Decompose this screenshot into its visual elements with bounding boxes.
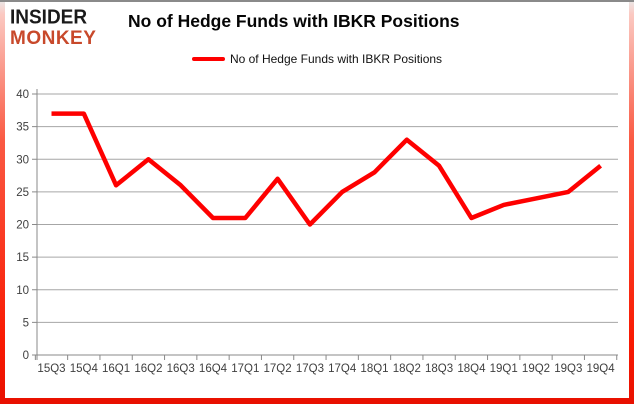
x-tick-label: 16Q2: [134, 363, 162, 375]
y-tick-label: 10: [16, 285, 29, 297]
legend: No of Hedge Funds with IBKR Positions: [5, 52, 629, 66]
x-tick-label: 17Q3: [296, 363, 324, 375]
x-tick-label: 19Q4: [587, 363, 616, 375]
x-tick-label: 18Q1: [360, 363, 388, 375]
legend-line-swatch: [191, 57, 225, 61]
logo-text-monkey: MONKEY: [10, 28, 97, 49]
insider-monkey-logo: INSIDER MONKEY: [10, 8, 96, 48]
x-tick-label: 17Q1: [231, 363, 259, 375]
y-tick-label: 35: [16, 122, 29, 134]
chart-title: No of Hedge Funds with IBKR Positions: [128, 11, 460, 31]
y-tick-label: 15: [16, 252, 29, 264]
x-tick-label: 17Q2: [264, 363, 292, 375]
chart-canvas: INSIDER MONKEY No of Hedge Funds with IB…: [5, 2, 629, 398]
x-tick-label: 19Q2: [522, 363, 550, 375]
x-tick-label: 16Q1: [102, 363, 130, 375]
logo-text-insider: INSIDER: [10, 6, 88, 29]
legend-label: No of Hedge Funds with IBKR Positions: [229, 52, 443, 66]
x-tick-label: 15Q3: [37, 363, 65, 375]
x-tick-label: 19Q3: [554, 363, 582, 375]
series-line: [51, 111, 603, 227]
y-tick-label: 25: [16, 187, 29, 199]
x-tick-label: 18Q3: [425, 363, 453, 375]
y-tick-label: 40: [16, 89, 29, 101]
y-tick-label: 20: [16, 220, 29, 232]
x-tick-label: 16Q4: [199, 363, 228, 375]
y-tick-label: 30: [16, 154, 29, 166]
x-tick-label: 17Q4: [328, 363, 357, 375]
x-tick-label: 15Q4: [70, 363, 99, 375]
line-chart: 0 5 10 15 20 25 30 35 40 15Q3 15Q4 16Q1 16Q2 16Q3 16Q4…: [16, 89, 618, 375]
y-tick-label: 0: [23, 350, 29, 362]
x-tick-label: 16Q3: [167, 363, 195, 375]
plot-area: 0 5 10 15 20 25 30 35 40 15Q3 15Q4 16Q1 16Q2 16Q3 16Q4…: [5, 72, 629, 392]
x-tick-label: 18Q2: [393, 363, 421, 375]
frame-top-edge: [0, 0, 634, 2]
x-tick-label: 18Q4: [457, 363, 486, 375]
x-tick-label: 19Q1: [490, 363, 518, 375]
y-tick-label: 5: [23, 317, 29, 329]
